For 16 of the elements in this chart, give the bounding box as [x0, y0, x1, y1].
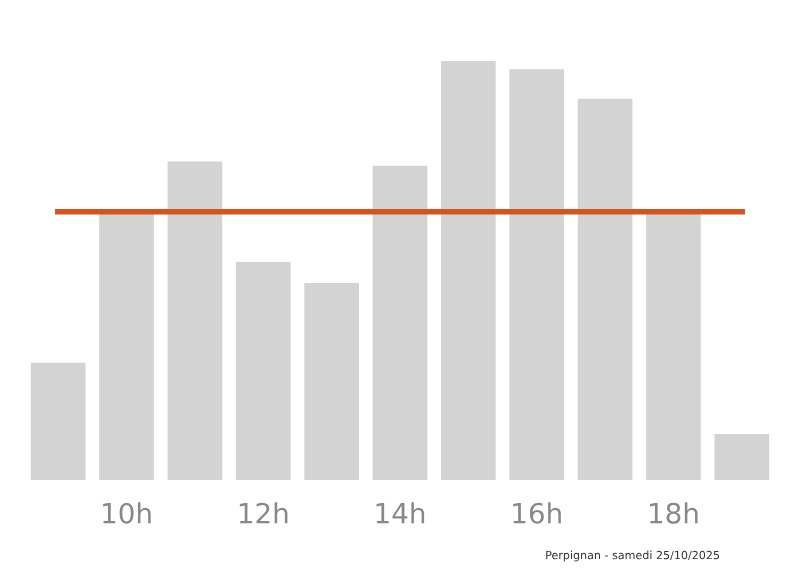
bar [30, 362, 86, 480]
x-tick-label: 12h [239, 502, 288, 524]
bar [509, 69, 565, 480]
bar [167, 161, 223, 480]
x-tick-label: 14h [376, 502, 425, 524]
bar [99, 211, 154, 480]
x-tick-label: 16h [513, 502, 561, 524]
bar [235, 262, 291, 480]
x-tick-label: 18h [650, 502, 698, 524]
bar [441, 60, 496, 480]
bar [304, 283, 359, 480]
x-tick-label: 10h [103, 502, 151, 524]
bar [714, 433, 770, 480]
bar [577, 98, 633, 480]
bar [372, 165, 428, 480]
bar [646, 211, 701, 480]
